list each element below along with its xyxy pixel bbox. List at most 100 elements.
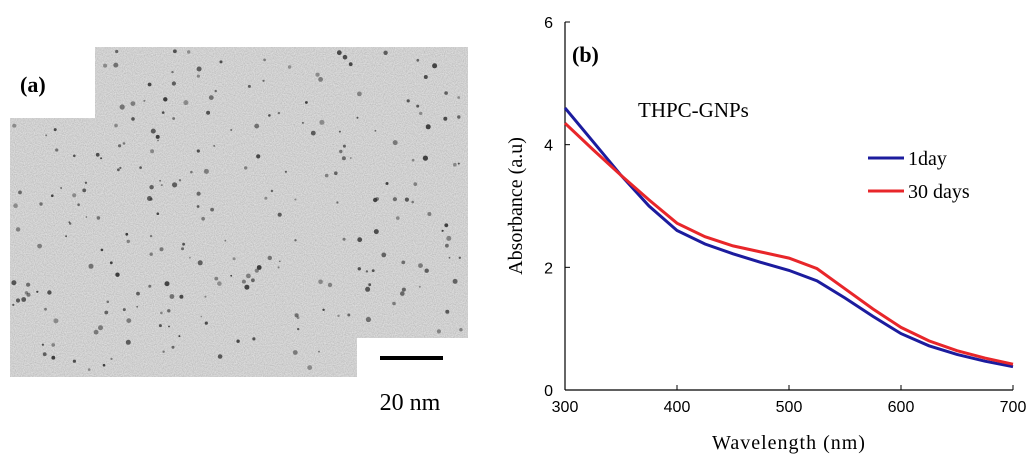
particle <box>200 315 203 318</box>
particle <box>149 234 153 238</box>
y-tick-label: 4 <box>544 138 553 155</box>
particle <box>284 170 287 173</box>
particle <box>102 363 106 367</box>
particle <box>84 181 88 184</box>
particle <box>93 329 99 335</box>
particle <box>457 162 460 165</box>
particle <box>458 256 461 259</box>
particle <box>167 309 171 313</box>
particle <box>277 111 281 115</box>
particle <box>196 74 200 78</box>
particle <box>318 279 323 285</box>
particle <box>318 350 320 353</box>
particle <box>315 72 320 77</box>
particle <box>55 148 59 152</box>
particle <box>232 257 236 261</box>
particle <box>365 286 371 292</box>
particle <box>119 166 122 169</box>
particle <box>327 282 333 288</box>
particle <box>371 269 375 272</box>
particle <box>110 357 113 360</box>
y-tick-label: 0 <box>544 383 553 400</box>
particle <box>224 239 227 242</box>
legend-label: 1day <box>908 148 947 170</box>
particle <box>357 91 362 97</box>
particle <box>96 216 101 220</box>
particle <box>396 216 400 220</box>
particle <box>139 166 142 169</box>
particle <box>204 321 208 325</box>
label-box <box>10 47 95 118</box>
particle <box>172 117 176 120</box>
particle <box>277 266 280 269</box>
particle <box>337 314 340 317</box>
particle <box>423 75 428 79</box>
particle <box>341 156 346 161</box>
particle <box>294 239 297 242</box>
particle <box>404 197 409 202</box>
particle <box>416 104 420 108</box>
particle <box>230 274 233 277</box>
particle <box>445 243 449 248</box>
particle <box>39 202 43 206</box>
particle <box>262 79 265 82</box>
particle <box>319 119 325 125</box>
particle <box>217 354 223 359</box>
particle <box>125 232 129 236</box>
particle <box>342 54 348 60</box>
particle <box>37 243 42 249</box>
particle <box>72 359 76 363</box>
particle <box>149 197 153 201</box>
particle <box>459 328 463 332</box>
particle <box>444 223 449 228</box>
particle <box>187 50 191 54</box>
particle <box>115 272 120 277</box>
particle <box>424 268 429 273</box>
particle <box>401 260 406 265</box>
particle <box>336 50 342 56</box>
particle <box>263 58 266 62</box>
particle <box>419 111 423 116</box>
particle <box>171 70 174 74</box>
particle <box>156 212 160 215</box>
particle <box>445 309 450 314</box>
particle <box>373 229 379 235</box>
particle <box>365 270 369 273</box>
particle <box>51 194 54 197</box>
particle <box>208 95 214 100</box>
particle <box>157 139 159 142</box>
particle <box>15 227 21 232</box>
particle <box>244 166 248 170</box>
particle <box>244 284 250 290</box>
particle <box>196 149 200 153</box>
particle <box>392 197 397 202</box>
particle <box>155 134 160 139</box>
particle <box>104 310 109 315</box>
particle <box>53 128 57 132</box>
particle <box>425 124 431 130</box>
particle <box>374 129 377 132</box>
particle <box>241 279 246 284</box>
legend-label: 30 days <box>908 181 970 203</box>
particle <box>12 123 17 128</box>
particle <box>159 179 162 182</box>
particle <box>122 142 126 145</box>
particle <box>143 99 146 102</box>
particle <box>12 303 15 306</box>
particle <box>411 200 415 204</box>
particle <box>178 335 181 338</box>
particle <box>126 239 130 244</box>
tem-image: (a) 20 nm <box>10 47 468 416</box>
x-axis-label: Wavelength (nm) <box>712 432 866 454</box>
particle <box>60 187 62 189</box>
particle <box>251 278 255 283</box>
particle <box>432 63 438 69</box>
particle <box>130 101 136 106</box>
particle <box>213 144 216 147</box>
particle <box>115 49 119 54</box>
particle <box>150 128 156 134</box>
particle <box>160 184 163 187</box>
particle <box>136 291 140 296</box>
data-line <box>563 106 1014 369</box>
